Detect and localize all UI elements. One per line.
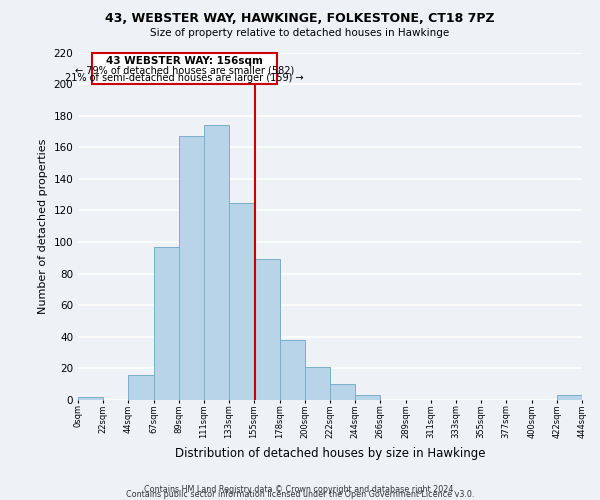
Bar (254, 260, 280, 400)
FancyBboxPatch shape (92, 52, 277, 84)
Bar (78, 397, 103, 400)
Bar (280, 340, 305, 400)
Bar (305, 367, 330, 400)
Bar (330, 384, 355, 400)
Text: ← 79% of detached houses are smaller (582): ← 79% of detached houses are smaller (58… (74, 65, 294, 75)
Text: Contains HM Land Registry data © Crown copyright and database right 2024.: Contains HM Land Registry data © Crown c… (144, 484, 456, 494)
Bar (179, 136, 204, 400)
X-axis label: Distribution of detached houses by size in Hawkinge: Distribution of detached houses by size … (175, 446, 485, 460)
Bar (154, 247, 179, 400)
Text: Contains public sector information licensed under the Open Government Licence v3: Contains public sector information licen… (126, 490, 474, 499)
Text: 43, WEBSTER WAY, HAWKINGE, FOLKESTONE, CT18 7PZ: 43, WEBSTER WAY, HAWKINGE, FOLKESTONE, C… (105, 12, 495, 26)
Y-axis label: Number of detached properties: Number of detached properties (38, 138, 48, 314)
Bar (229, 202, 254, 400)
Bar (128, 374, 154, 400)
Text: 21% of semi-detached houses are larger (159) →: 21% of semi-detached houses are larger (… (65, 73, 304, 83)
Text: 43 WEBSTER WAY: 156sqm: 43 WEBSTER WAY: 156sqm (106, 56, 263, 66)
Bar (204, 125, 229, 400)
Bar (355, 396, 380, 400)
Bar (557, 396, 582, 400)
Text: Size of property relative to detached houses in Hawkinge: Size of property relative to detached ho… (151, 28, 449, 38)
